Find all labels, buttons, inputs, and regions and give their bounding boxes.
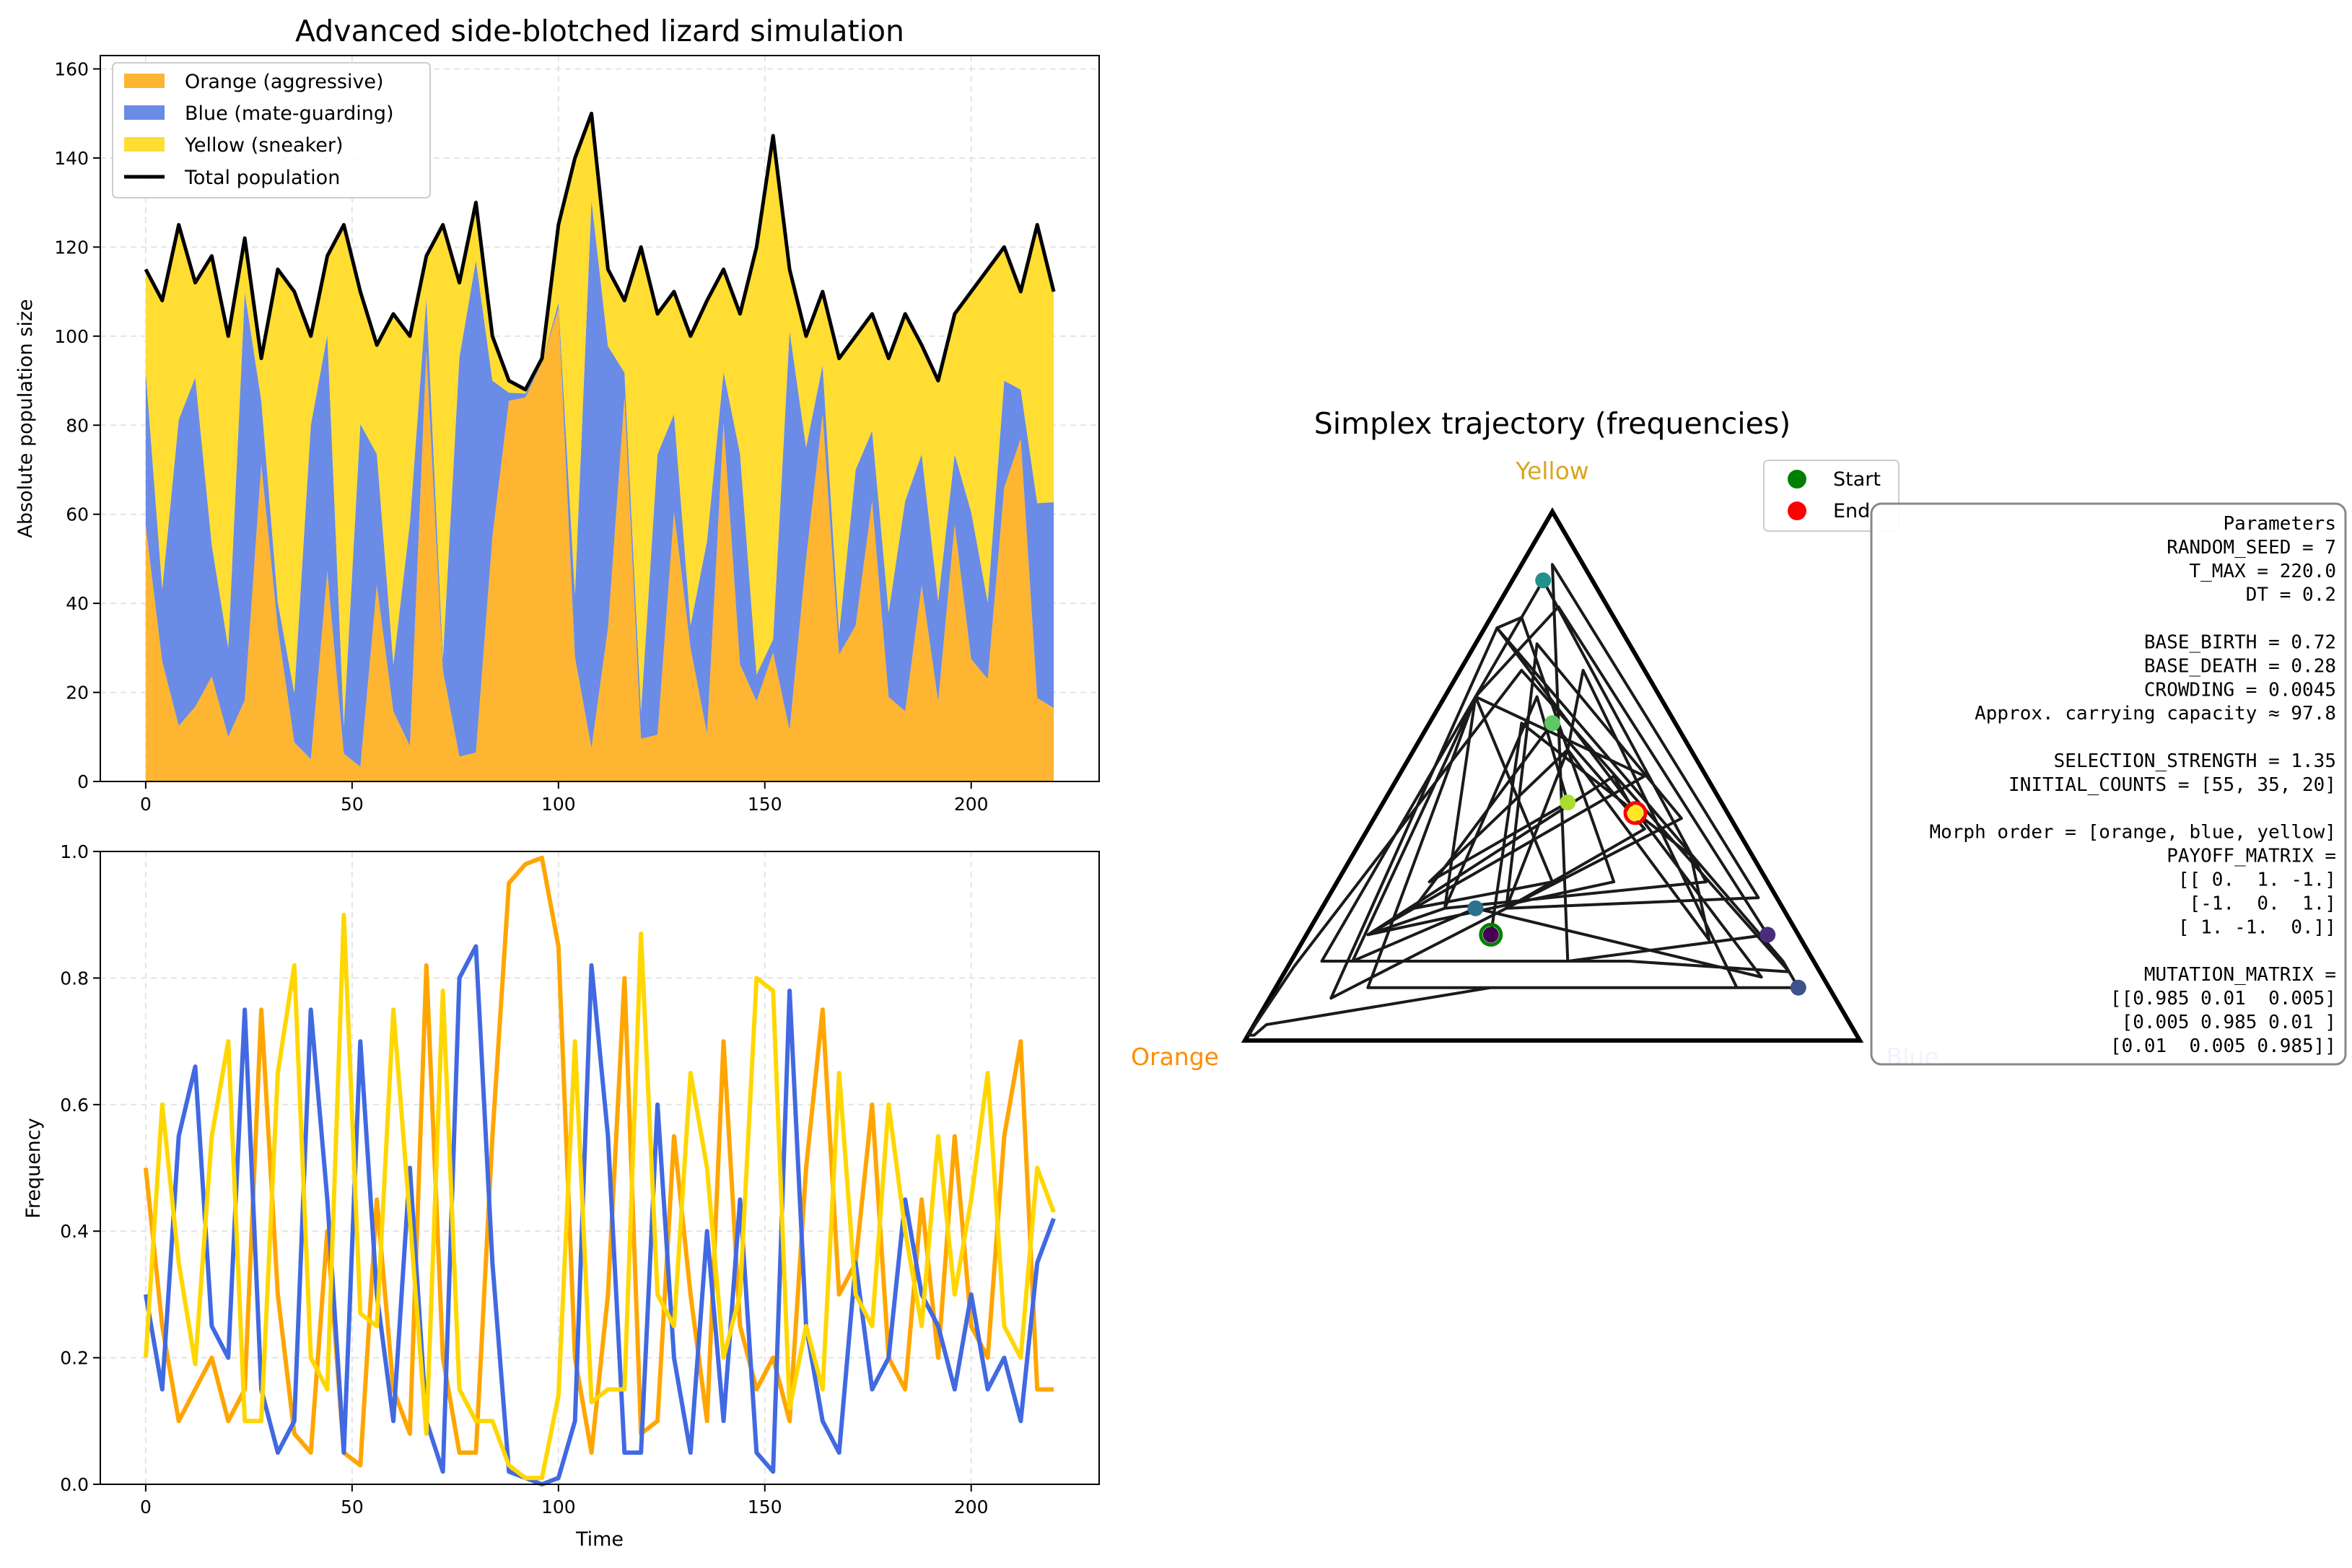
- y-tick-label: 80: [66, 415, 89, 436]
- line-frequency-yellow: [143, 912, 1056, 1481]
- parameter-line: [0.005 0.985 0.01 ]: [2110, 1012, 2336, 1033]
- legend-swatch-orange: [124, 74, 165, 88]
- y-tick-label: 140: [54, 148, 89, 169]
- y-tick-label: 0.6: [60, 1095, 89, 1116]
- y-tick-label: 1.0: [60, 841, 89, 862]
- vertex-label-yellow: Yellow: [1515, 457, 1589, 485]
- parameter-line: Parameters: [2223, 513, 2336, 535]
- frequency-x-label: Time: [575, 1528, 624, 1551]
- legend-label-end: End: [1833, 500, 1870, 522]
- start-marker: [1479, 922, 1503, 947]
- legend-marker-start: [1788, 470, 1806, 489]
- y-tick-label: 0.8: [60, 968, 89, 989]
- parameter-line: [[0.985 0.01 0.005]: [2110, 988, 2336, 1009]
- trajectory-marker: [1467, 900, 1484, 916]
- y-tick-label: 160: [54, 59, 89, 80]
- legend-swatch-yellow: [124, 137, 165, 152]
- legend-label-total: Total population: [184, 167, 340, 189]
- line-total-population: [144, 111, 1056, 392]
- trajectory-marker: [1560, 794, 1576, 811]
- trajectory-marker: [1535, 572, 1552, 589]
- x-tick-label: 100: [541, 794, 576, 815]
- area-yellow: [145, 113, 1054, 726]
- x-tick-label: 200: [954, 794, 989, 815]
- trajectory-marker: [1544, 715, 1560, 732]
- x-tick-label: 100: [541, 1497, 576, 1517]
- simplex-legend: Start End: [1763, 460, 1899, 532]
- axes-frame: [100, 851, 1100, 1485]
- trajectory-marker: [1627, 805, 1644, 821]
- vertex-label-orange: Orange: [1131, 1043, 1219, 1071]
- trajectory-marker: [1790, 979, 1806, 996]
- x-tick-label: 50: [341, 794, 364, 815]
- population-chart: 0 50 100 150 200 0 20 40 60 80 100 120 140 160: [54, 55, 1100, 815]
- parameter-line: BASE_DEATH = 0.28: [2144, 655, 2336, 677]
- parameter-line: [0.01 0.005 0.985]]: [2099, 1035, 2336, 1057]
- trajectory-marker: [1759, 927, 1776, 943]
- legend-label-start: Start: [1833, 468, 1881, 491]
- parameter-line: SELECTION_STRENGTH = 1.35: [2054, 750, 2336, 772]
- x-tick-label: 200: [954, 1497, 989, 1517]
- parameter-line: RANDOM_SEED = 7: [2167, 537, 2336, 559]
- area-blue: [145, 200, 1054, 767]
- area-orange: [145, 308, 1054, 781]
- x-tick-label: 0: [140, 794, 152, 815]
- frequency-chart: 0 50 100 150 200 0.0 0.2 0.4 0.6 0.8 1.0: [60, 841, 1100, 1517]
- parameter-line: MUTATION_MATRIX =: [2144, 964, 2336, 986]
- frequency-y-label: Frequency: [22, 1118, 45, 1219]
- legend-label-orange: Orange (aggressive): [185, 71, 384, 93]
- line-frequency-orange: [143, 855, 1054, 1468]
- parameter-line: [[ 0. 1. -1.]: [2178, 870, 2336, 891]
- parameter-line: [ 1. -1. 0.]]: [2167, 916, 2336, 938]
- y-tick-label: 120: [54, 237, 89, 258]
- y-tick-label: 0: [77, 771, 89, 792]
- parameter-line: [-1. 0. 1.]: [2178, 893, 2336, 914]
- simplex-title: Simplex trajectory (frequencies): [1314, 406, 1791, 441]
- y-tick-label: 0.0: [60, 1474, 89, 1495]
- legend-label-yellow: Yellow (sneaker): [184, 134, 344, 157]
- parameter-line: PAYOFF_MATRIX =: [2167, 846, 2336, 867]
- legend-label-blue: Blue (mate-guarding): [185, 102, 394, 125]
- population-legend: Orange (aggressive) Blue (mate-guarding)…: [112, 62, 431, 198]
- y-tick-label: 0.2: [60, 1348, 89, 1369]
- x-tick-label: 150: [748, 794, 782, 815]
- simplex-triangle: [1241, 507, 1864, 1043]
- parameter-line: INITIAL_COUNTS = [55, 35, 20]: [2008, 774, 2336, 796]
- x-tick-label: 150: [748, 1497, 782, 1517]
- population-chart-title: Advanced side-blotched lizard simulation: [295, 14, 904, 48]
- population-y-label: Absolute population size: [14, 299, 37, 538]
- parameter-line: BASE_BIRTH = 0.72: [2144, 632, 2336, 654]
- legend-marker-end: [1788, 502, 1806, 520]
- axes-frame: [100, 55, 1100, 782]
- x-tick-label: 50: [341, 1497, 364, 1517]
- y-tick-label: 100: [54, 326, 89, 347]
- legend-swatch-blue: [124, 105, 165, 120]
- y-tick-label: 0.4: [60, 1221, 89, 1242]
- parameter-line: Approx. carrying capacity ≈ 97.8: [1975, 703, 2336, 724]
- parameter-line: Morph order = [orange, blue, yellow]: [1929, 822, 2336, 844]
- y-tick-label: 20: [66, 683, 89, 704]
- x-tick-label: 0: [140, 1497, 152, 1517]
- end-marker: [1623, 801, 1648, 825]
- parameter-line: DT = 0.2: [2246, 584, 2336, 606]
- trajectory-marker: [1482, 927, 1499, 943]
- simplex-chart: [1241, 507, 1864, 1043]
- parameter-line: CROWDING = 0.0045: [2144, 679, 2336, 701]
- y-tick-label: 60: [66, 504, 89, 525]
- parameter-line: T_MAX = 220.0: [2190, 561, 2337, 582]
- y-tick-label: 40: [66, 593, 89, 614]
